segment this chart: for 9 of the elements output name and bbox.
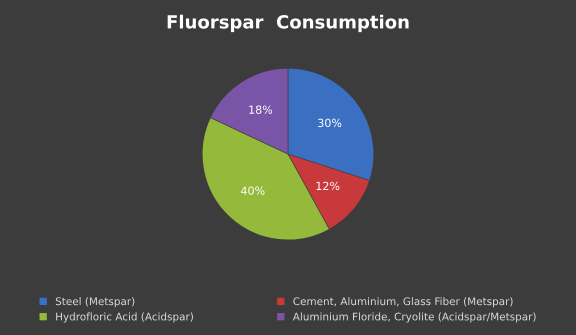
chart-title: Fluorspar Consumption: [168, 14, 409, 32]
legend-label: Steel (Metspar): [56, 297, 134, 308]
data-label: 18%: [249, 105, 272, 114]
data-label: 40%: [240, 186, 265, 195]
data-label: 12%: [316, 182, 340, 190]
data-label: 30%: [318, 118, 342, 128]
legend-label: Aluminium Floride, Cryolite (Acidspar/Metspar): [292, 312, 536, 322]
legend-label: Hydrofloric Acid (Acidspar): [56, 312, 193, 322]
legend-label: Cement, Aluminium, Glass Fiber (Metspar): [293, 297, 513, 308]
